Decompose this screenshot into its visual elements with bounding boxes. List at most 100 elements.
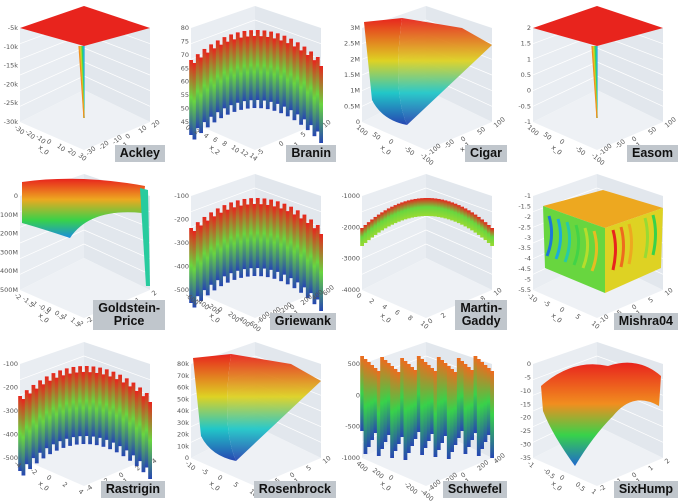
- x0-axis-label: x_0: [379, 311, 393, 324]
- x0-tick-label: 0: [216, 305, 224, 314]
- z-tick-label: -300: [3, 407, 18, 415]
- surface-plot-rosenbrock: 80k70k60k50k40k30k20k10k0-10-50510-10-50…: [177, 342, 333, 499]
- z-tick-label: 500: [348, 360, 360, 368]
- panel-title: Goldstein- Price: [93, 300, 165, 330]
- x0-tick-label: -4: [13, 459, 23, 469]
- x1-tick-label: 0: [630, 303, 638, 312]
- z-tick-label: -500: [174, 286, 189, 294]
- z-tick-label: -500: [345, 423, 360, 431]
- panel-title: Griewank: [269, 313, 336, 330]
- x0-tick-label: 0: [387, 473, 395, 482]
- surface-mesh: [533, 6, 663, 119]
- z-tick-label: -1.5: [518, 202, 531, 210]
- surface-panel-branin: 807570656055504502468101214-50510x_2x_1B…: [171, 0, 342, 167]
- x0-tick-label: 4: [77, 487, 85, 496]
- x0-tick-label: 10: [248, 487, 259, 498]
- x0-tick-label: 0: [558, 473, 566, 482]
- x0-tick-label: -5: [200, 466, 210, 476]
- z-tick-label: 45: [181, 118, 189, 126]
- panel-title: Ackley: [114, 145, 165, 162]
- z-tick-label: -1: [525, 192, 531, 200]
- z-tick-label: 80k: [177, 360, 189, 368]
- z-tick-label: -4000: [342, 286, 360, 294]
- x0-tick-label: 2: [368, 297, 376, 306]
- z-tick-label: -100: [3, 360, 18, 368]
- z-tick-label: 2: [527, 24, 531, 32]
- surface-mesh: [189, 198, 323, 311]
- z-tick-label: -3000: [342, 255, 360, 263]
- z-tick-label: -5: [525, 373, 531, 381]
- z-tick-label: -5.5: [518, 286, 531, 294]
- z-tick-label: 80: [181, 24, 189, 32]
- surface-plot-martin-gaddy: -1000-2000-3000-400002468100246810x_0x_1: [342, 174, 504, 331]
- x1-tick-label: 0: [630, 135, 638, 144]
- x1-tick-label: 400: [492, 451, 507, 465]
- z-tick-label: -4: [525, 255, 531, 263]
- surface-mesh: [193, 354, 321, 461]
- x0-tick-label: -50: [574, 144, 587, 157]
- z-tick-label: 0.5M: [344, 102, 360, 110]
- z-tick-label: -200: [3, 384, 18, 392]
- surface-mesh: [360, 198, 494, 246]
- z-tick-label: 65: [181, 64, 189, 72]
- x0-tick-label: 10: [229, 143, 240, 154]
- x0-tick-label: 20: [66, 147, 77, 158]
- z-tick-label: -2: [525, 213, 531, 221]
- x0-tick-label: 0.5: [574, 480, 587, 493]
- z-tick-label: -30k: [4, 118, 19, 126]
- x0-tick-label: 8: [220, 139, 228, 148]
- z-tick-label: 2M: [350, 55, 360, 63]
- x1-tick-label: 4: [150, 457, 158, 466]
- x0-tick-label: 8: [406, 314, 414, 323]
- z-tick-label: 70: [181, 51, 189, 59]
- z-tick-label: 60k: [177, 384, 189, 392]
- x0-tick-label: 6: [211, 135, 219, 144]
- x0-tick-label: 4: [380, 303, 388, 312]
- x1-tick-label: 10: [663, 286, 674, 297]
- x0-tick-label: 2: [61, 480, 69, 489]
- z-tick-label: 20k: [177, 431, 189, 439]
- x1-tick-label: 50: [476, 125, 487, 136]
- x1-tick-label: 2: [150, 289, 158, 298]
- x1-tick-label: -4: [84, 483, 94, 493]
- z-tick-label: -0.5: [518, 102, 531, 110]
- x0-tick-label: 0: [45, 305, 53, 314]
- z-tick-label: 3M: [350, 24, 360, 32]
- surface-plot-sixhump: 0-5-10-15-20-25-30-35-1-0.500.51-2-1012x…: [520, 342, 671, 496]
- x1-tick-label: 100: [492, 115, 507, 129]
- x0-tick-label: 100: [355, 123, 370, 137]
- z-tick-label: -400: [3, 431, 18, 439]
- z-tick-label: 0.5: [521, 71, 531, 79]
- z-tick-label: -400M: [0, 267, 18, 275]
- z-tick-label: -4.5: [518, 265, 531, 273]
- x0-tick-label: 0: [558, 137, 566, 146]
- x0-tick-label: -50: [403, 144, 416, 157]
- z-tick-label: -1: [525, 118, 531, 126]
- x1-tick-label: 0: [117, 471, 125, 480]
- panel-title: Branin: [286, 145, 336, 162]
- z-tick-label: 0: [356, 391, 360, 399]
- x1-tick-label: 0: [426, 317, 434, 326]
- x0-tick-label: 5: [574, 312, 582, 321]
- z-tick-label: 40k: [177, 407, 189, 415]
- x0-tick-label: 5: [232, 480, 240, 489]
- surface-panel-sixhump: 0-5-10-15-20-25-30-35-1-0.500.51-2-1012x…: [513, 336, 684, 503]
- x1-tick-label: -5: [255, 147, 265, 157]
- x1-tick-label: 0: [124, 132, 132, 141]
- x1-tick-label: 0: [630, 471, 638, 480]
- z-tick-label: -3: [525, 234, 531, 242]
- surface-panel-easom: 2 1.5 1 0.5 0 -0.5 -1 100 50 0 -50 -100 -100 -50 0 50 10…: [513, 0, 684, 167]
- z-tick-label: 0: [356, 118, 360, 126]
- z-tick-label: -300M: [0, 248, 18, 256]
- x0-tick-label: -1: [29, 298, 39, 308]
- surface-panel-rosenbrock: 80k70k60k50k40k30k20k10k0-10-50510-10-50…: [171, 336, 342, 503]
- z-tick-label: -200M: [0, 230, 18, 238]
- x0-tick-label: 2: [77, 319, 85, 328]
- surface-panel-martin-gaddy: -1000-2000-3000-400002468100246810x_0x_1…: [342, 168, 513, 335]
- x1-tick-label: 10: [321, 454, 332, 465]
- x0-tick-label: 0: [45, 137, 53, 146]
